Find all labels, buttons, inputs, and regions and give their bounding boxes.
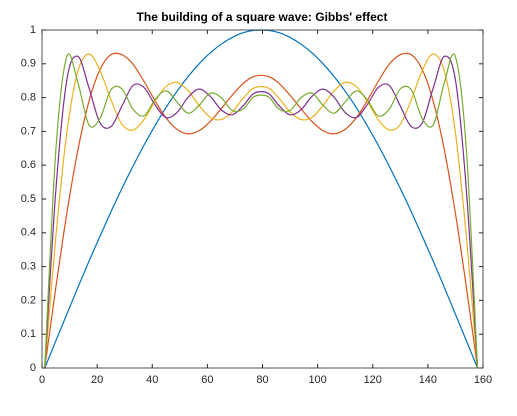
y-tick-label: 0.2 bbox=[21, 294, 36, 306]
chart-title: The building of a square wave: Gibbs' ef… bbox=[137, 10, 388, 24]
x-tick-label: 20 bbox=[91, 374, 103, 386]
series-line bbox=[44, 55, 479, 369]
x-tick-label: 40 bbox=[146, 374, 158, 386]
y-tick-label: 0.6 bbox=[21, 159, 36, 171]
x-tick-label: 0 bbox=[39, 374, 45, 386]
y-tick-label: 0.5 bbox=[21, 193, 36, 205]
y-tick-label: 0.8 bbox=[21, 92, 36, 104]
series-line bbox=[44, 53, 479, 369]
x-tick-label: 120 bbox=[364, 374, 382, 386]
y-tick-label: 0.9 bbox=[21, 58, 36, 70]
x-tick-label: 140 bbox=[419, 374, 437, 386]
y-tick-label: 0.7 bbox=[21, 125, 36, 137]
series-line bbox=[44, 52, 479, 369]
plot-area bbox=[42, 30, 483, 368]
axes-frame bbox=[41, 29, 484, 369]
y-tick-label: 0.4 bbox=[21, 227, 36, 239]
y-tick-label: 0.3 bbox=[21, 261, 36, 273]
y-tick-label: 0.1 bbox=[21, 328, 36, 340]
series-line bbox=[44, 53, 479, 369]
x-tick-label: 160 bbox=[474, 374, 492, 386]
y-tick-label: 1 bbox=[30, 24, 36, 36]
y-tick-label: 0 bbox=[30, 362, 36, 374]
x-tick-label: 80 bbox=[256, 374, 268, 386]
x-tick-label: 100 bbox=[308, 374, 326, 386]
x-tick-label: 60 bbox=[201, 374, 213, 386]
